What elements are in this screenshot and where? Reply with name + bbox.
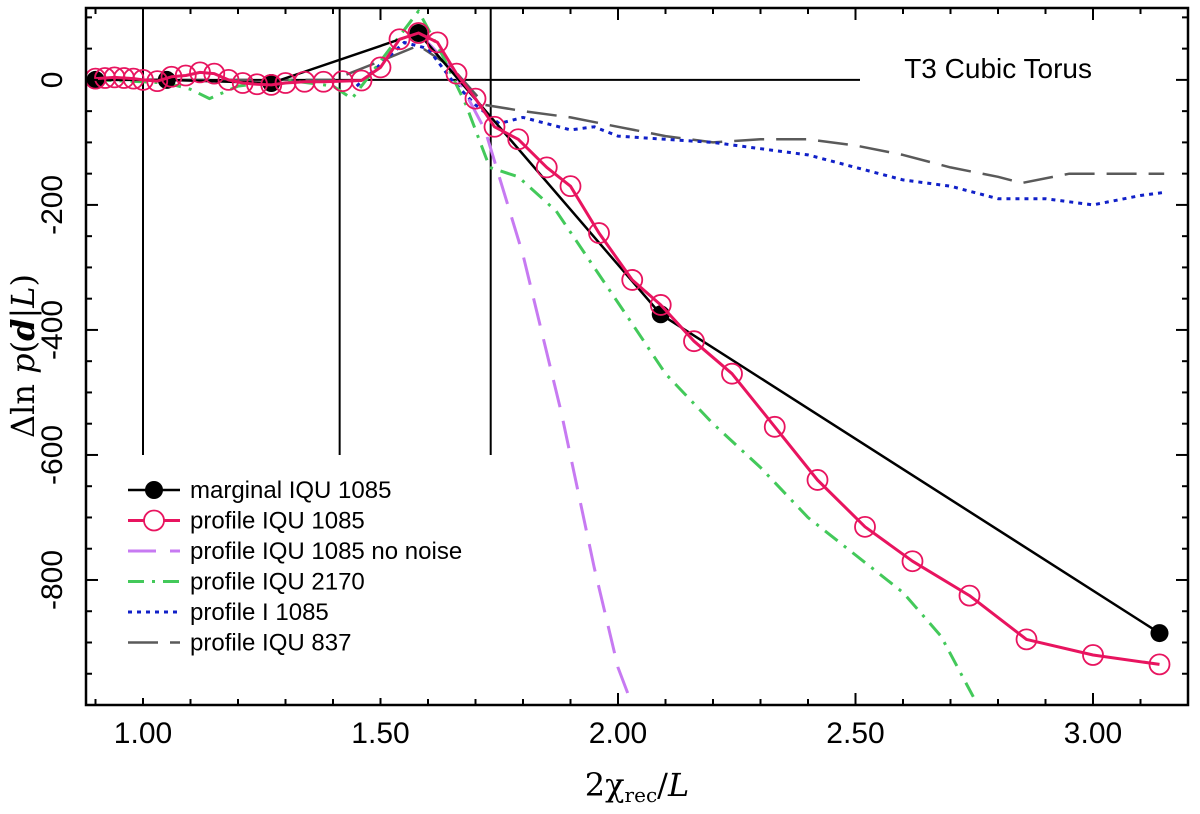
x-tick-label: 2.00 (589, 717, 647, 750)
data-point-open (86, 67, 107, 90)
chart-annotation: T3 Cubic Torus (904, 53, 1092, 84)
data-point-open (958, 584, 981, 607)
legend-item: profile I 1085 (128, 599, 329, 626)
data-point-open (901, 550, 924, 573)
y-tick-label: -200 (36, 175, 69, 235)
data-point-open (369, 56, 392, 79)
y-tick-label: -800 (36, 550, 69, 610)
data-point-open (274, 72, 297, 94)
data-point-open (445, 62, 468, 85)
data-point-open (331, 70, 354, 93)
data-point-open (260, 73, 283, 96)
y-tick-label: -400 (36, 300, 69, 360)
series-1 (86, 22, 1171, 676)
legend-label: profile IQU 1085 (190, 508, 365, 535)
data-point-open (174, 64, 197, 87)
data-point-open (535, 156, 558, 179)
y-tick-label: -600 (36, 425, 69, 485)
data-point-open (763, 415, 786, 438)
data-point-open (683, 330, 705, 353)
legend-background (108, 468, 558, 698)
data-point-open (312, 70, 335, 93)
x-tick-label: 2.50 (826, 717, 884, 750)
data-point-open (721, 362, 743, 385)
legend-item: profile IQU 1085 no noise (128, 538, 462, 565)
data-point-open (246, 73, 268, 96)
legend-item: profile IQU 2170 (128, 569, 365, 596)
series-4 (355, 40, 1165, 207)
series-line (95, 44, 1165, 185)
legend-label: profile I 1085 (190, 599, 329, 626)
data-point-open (1015, 628, 1038, 651)
legend-label: profile IQU 1085 no noise (190, 538, 462, 565)
data-point-open (132, 68, 154, 91)
data-point-open (407, 22, 430, 44)
x-tick-label: 1.00 (114, 717, 172, 750)
data-point-open (426, 31, 449, 54)
data-point-open (1148, 653, 1171, 676)
data-point-open (103, 66, 126, 89)
data-point-open (464, 87, 487, 110)
legend: marginal IQU 1085 profile IQU 1085 profile… (108, 468, 558, 698)
data-point-open (588, 222, 610, 244)
data-point-open (203, 62, 226, 85)
data-point-open (160, 65, 183, 88)
x-tick-label: 3.00 (1064, 717, 1122, 750)
plot-frame (84, 6, 1190, 707)
legend-label: marginal IQU 1085 (190, 477, 391, 504)
legend-label: profile IQU 2170 (190, 569, 365, 596)
data-point-open (854, 515, 876, 538)
legend-label: profile IQU 837 (190, 630, 351, 657)
x-tick-label: 1.50 (351, 717, 409, 750)
legend-item: profile IQU 1085 (128, 508, 365, 535)
data-point-open (621, 269, 644, 291)
data-point-open (189, 61, 211, 84)
data-point-open (388, 28, 411, 51)
legend-marker (145, 481, 163, 499)
data-point-open (146, 70, 169, 93)
y-axis-label: Δln p(d|L) (4, 274, 42, 438)
data-point-open (559, 175, 582, 198)
data-point-open (350, 69, 373, 92)
legend-item: marginal IQU 1085 (128, 477, 391, 504)
legend-item: profile IQU 837 (128, 630, 351, 657)
data-point-open (122, 67, 145, 90)
series-layer (86, 9, 1171, 705)
data-point-open (217, 68, 240, 91)
data-point-filled (1150, 624, 1169, 643)
y-tick-label: 0 (36, 72, 69, 89)
data-point-open (483, 115, 506, 138)
data-point-open (806, 469, 829, 491)
legend-marker (143, 509, 165, 532)
data-point-open (231, 72, 254, 94)
series-3 (95, 9, 976, 700)
data-point-open (94, 67, 116, 89)
data-point-open (649, 294, 672, 316)
series-line (95, 31, 1160, 666)
x-axis-label: 2χrec/L (585, 766, 689, 807)
series-5 (95, 44, 1165, 185)
series-line (95, 9, 976, 700)
data-point-open (507, 128, 530, 151)
data-point-open (1082, 644, 1104, 666)
axis-ticks: 1.00 1.50 2.00 2.50 3.00 0 -200 -400 -600 -800 (36, 8, 1189, 750)
data-point-open (293, 70, 316, 93)
series-line (355, 40, 1165, 207)
